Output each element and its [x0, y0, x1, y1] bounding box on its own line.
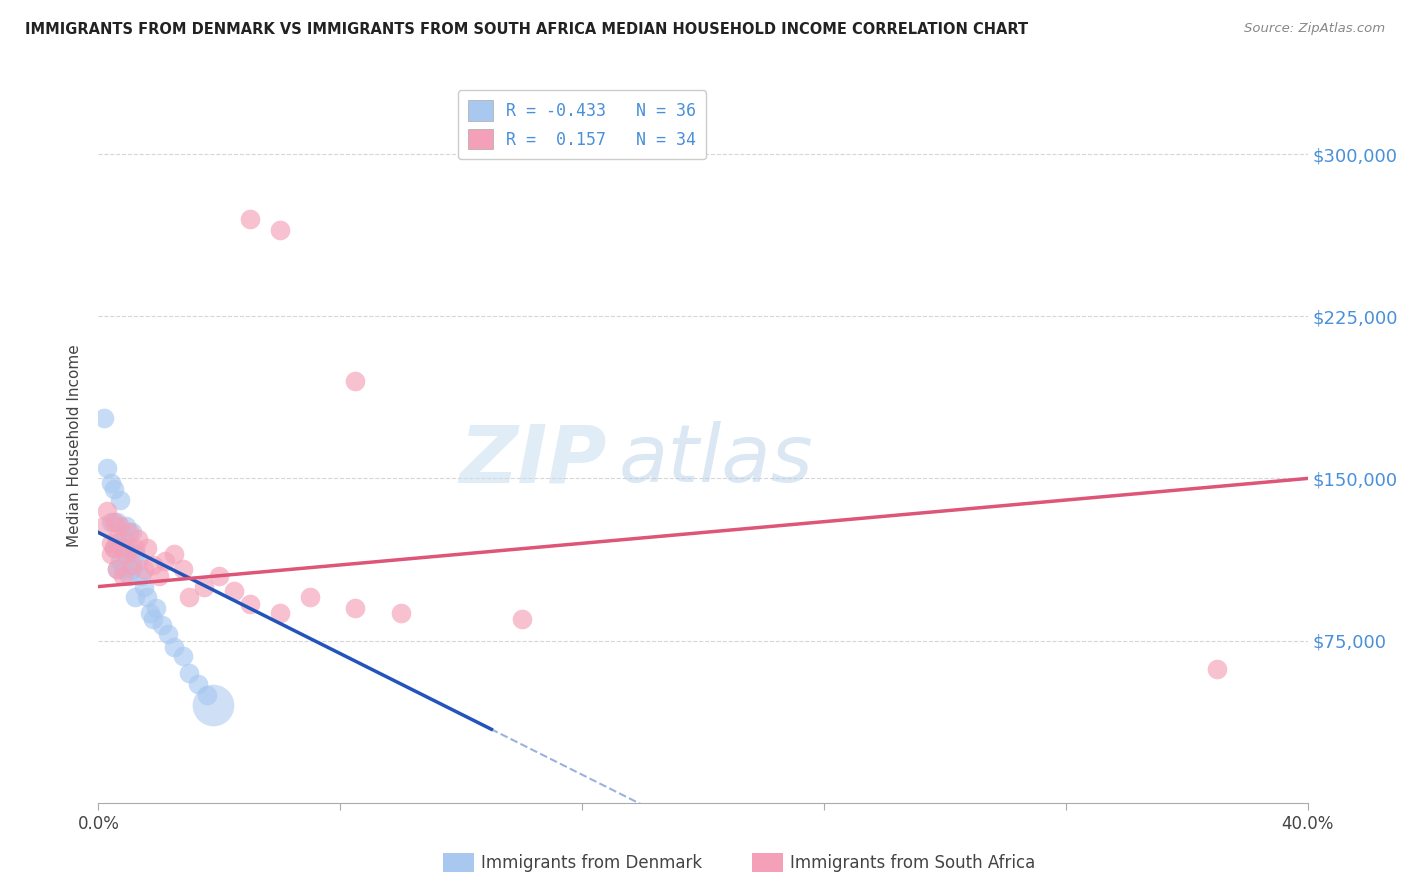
Text: IMMIGRANTS FROM DENMARK VS IMMIGRANTS FROM SOUTH AFRICA MEDIAN HOUSEHOLD INCOME : IMMIGRANTS FROM DENMARK VS IMMIGRANTS FR…: [25, 22, 1028, 37]
Point: [96, 504, 118, 518]
Point: [103, 515, 125, 529]
Point: [111, 562, 134, 576]
Point: [105, 532, 128, 546]
Point: [142, 558, 165, 572]
Point: [105, 536, 128, 550]
Point: [111, 541, 134, 555]
Text: atlas: atlas: [619, 421, 813, 500]
Point: [114, 519, 136, 533]
Point: [172, 648, 194, 663]
Point: [187, 677, 209, 691]
Point: [105, 562, 128, 576]
Point: [118, 541, 141, 555]
Point: [127, 532, 149, 546]
Point: [100, 515, 122, 529]
Point: [124, 591, 146, 605]
Point: [163, 547, 186, 561]
Point: [195, 688, 218, 702]
Point: [135, 541, 157, 555]
Point: [142, 612, 165, 626]
Point: [121, 558, 143, 572]
Point: [163, 640, 186, 654]
Point: [118, 568, 141, 582]
Point: [100, 536, 122, 550]
Y-axis label: Median Household Income: Median Household Income: [67, 344, 83, 548]
Point: [389, 606, 412, 620]
Point: [124, 541, 146, 555]
Point: [510, 612, 533, 626]
Point: [114, 547, 136, 561]
Point: [179, 591, 201, 605]
Point: [127, 553, 149, 567]
Point: [93, 410, 115, 425]
Point: [103, 541, 125, 555]
Point: [344, 374, 367, 388]
Point: [269, 606, 291, 620]
Point: [135, 591, 157, 605]
Text: ZIP: ZIP: [458, 421, 606, 500]
Point: [139, 606, 162, 620]
Point: [108, 519, 131, 533]
Point: [179, 666, 201, 681]
Point: [105, 515, 128, 529]
Point: [153, 553, 176, 567]
Point: [148, 568, 170, 582]
Point: [103, 482, 125, 496]
Point: [132, 580, 155, 594]
Point: [344, 601, 367, 615]
Text: Immigrants from South Africa: Immigrants from South Africa: [790, 854, 1035, 871]
Point: [121, 562, 143, 576]
Point: [118, 525, 141, 540]
Point: [93, 519, 115, 533]
Point: [103, 541, 125, 555]
Point: [299, 591, 322, 605]
Point: [269, 223, 291, 237]
Point: [145, 601, 167, 615]
Point: [108, 553, 131, 567]
Point: [124, 547, 146, 561]
Point: [150, 618, 173, 632]
Point: [129, 568, 152, 582]
Point: [114, 547, 136, 561]
Point: [156, 627, 179, 641]
Point: [202, 698, 225, 713]
Point: [108, 493, 131, 508]
Point: [208, 568, 231, 582]
Point: [224, 583, 246, 598]
Point: [239, 597, 262, 611]
Point: [105, 562, 128, 576]
Point: [111, 532, 134, 546]
Point: [132, 562, 155, 576]
Point: [1206, 662, 1229, 676]
Point: [193, 580, 215, 594]
Legend: R = -0.433   N = 36, R =  0.157   N = 34: R = -0.433 N = 36, R = 0.157 N = 34: [458, 90, 706, 160]
Point: [239, 211, 262, 226]
Point: [96, 460, 118, 475]
Point: [100, 475, 122, 490]
Point: [100, 547, 122, 561]
Text: Immigrants from Denmark: Immigrants from Denmark: [481, 854, 702, 871]
Point: [172, 562, 194, 576]
Text: Source: ZipAtlas.com: Source: ZipAtlas.com: [1244, 22, 1385, 36]
Point: [111, 568, 134, 582]
Point: [121, 525, 143, 540]
